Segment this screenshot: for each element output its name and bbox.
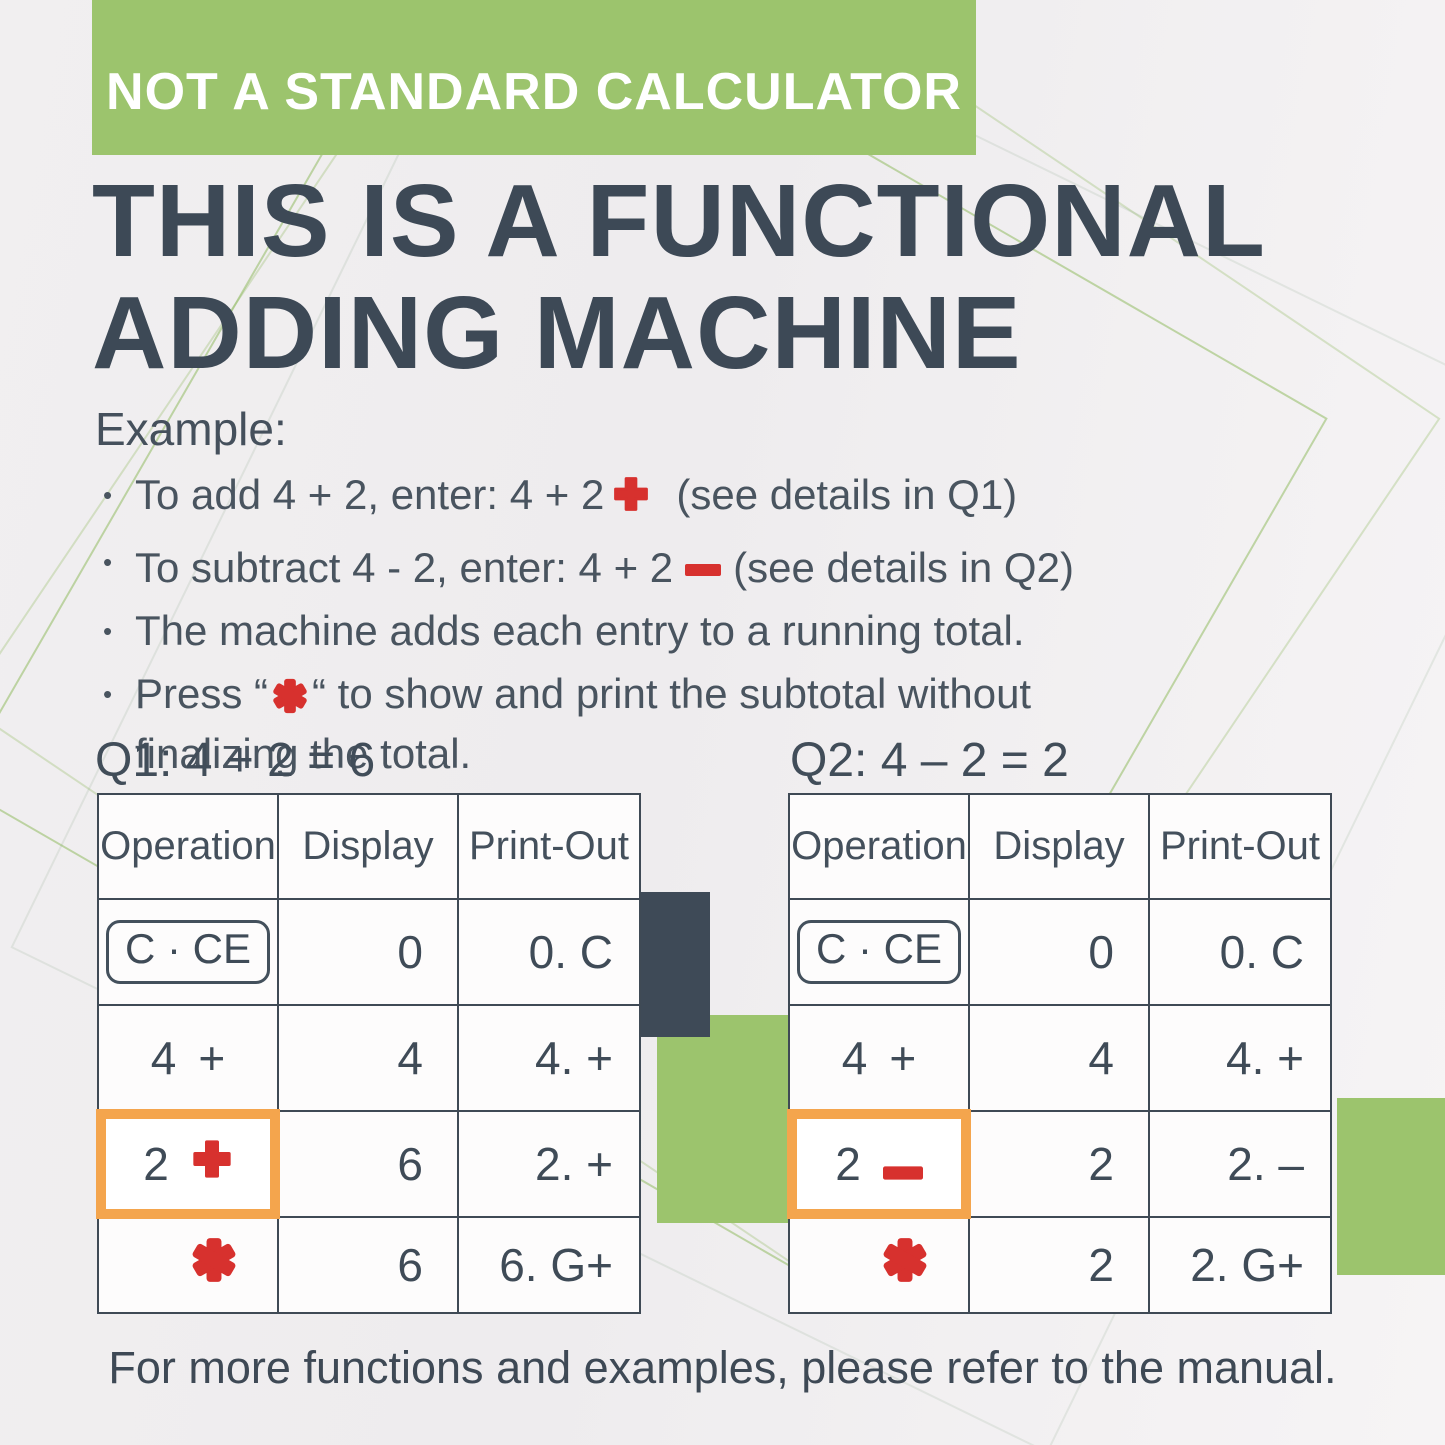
minus-icon <box>882 1137 923 1191</box>
operand: 4 <box>150 1032 177 1084</box>
plus-icon <box>191 1137 233 1191</box>
printout-cell: 4. + <box>459 1006 639 1112</box>
printout-cell: 2. – <box>1150 1112 1330 1218</box>
bullet-text: To add 4 + 2, enter: 4 + 2 <box>135 471 605 518</box>
operand: 4 <box>841 1032 868 1084</box>
printout-cell: 0. C <box>1150 900 1330 1006</box>
page-title: THIS IS A FUNCTIONAL ADDING MACHINE <box>92 165 1422 389</box>
column-header: Operation <box>790 795 970 900</box>
bullet-dot: • <box>103 616 113 646</box>
display-cell: 4 <box>970 1006 1150 1112</box>
display-cell: 0 <box>279 900 459 1006</box>
bullet-text: The machine adds each entry to a running… <box>135 607 1025 654</box>
operator: + <box>198 1032 226 1084</box>
display-cell: 2 <box>970 1112 1150 1218</box>
asterisk-icon <box>882 1237 928 1294</box>
operand: 2 <box>143 1138 169 1190</box>
column-header: Print-Out <box>459 795 639 900</box>
bullet-text: Press “ <box>135 670 269 717</box>
display-cell: 6 <box>279 1112 459 1218</box>
printout-cell: 2. + <box>459 1112 639 1218</box>
bullet-text: To subtract 4 - 2, enter: 4 + 2 <box>135 544 674 591</box>
q1-caption: Q1: 4 + 2 = 6 <box>95 734 376 787</box>
display-cell: 0 <box>970 900 1150 1006</box>
operation-cell-highlighted: 2 <box>787 1109 971 1219</box>
column-header: Print-Out <box>1150 795 1330 900</box>
operation-cell-highlighted: 2 <box>96 1109 280 1219</box>
printout-cell: 0. C <box>459 900 639 1006</box>
minus-icon <box>685 535 722 589</box>
list-item: • Press “ “ to show and print the subtota… <box>95 667 1395 781</box>
clear-key-label: C · CE <box>106 920 270 984</box>
plus-icon <box>612 472 650 526</box>
list-item: • To subtract 4 - 2, enter: 4 + 2 (see de… <box>95 535 1395 595</box>
display-cell: 6 <box>279 1218 459 1312</box>
bullet-dot: • <box>103 679 113 709</box>
page-title-line1: THIS IS A FUNCTIONAL <box>92 163 1266 278</box>
clear-key-label: C · CE <box>797 920 961 984</box>
operation-cell <box>790 1218 970 1312</box>
operation-cell: 4 + <box>99 1006 279 1112</box>
asterisk-icon <box>272 673 308 727</box>
bullet-text: (see details in Q2) <box>733 544 1074 591</box>
column-header: Display <box>279 795 459 900</box>
printout-cell: 6. G+ <box>499 1239 613 1291</box>
operation-cell: 4 + <box>790 1006 970 1112</box>
bullet-text: (see details in Q1) <box>676 471 1018 518</box>
bullet-dot: • <box>103 547 113 577</box>
top-banner: NOT A STANDARD CALCULATOR <box>92 0 976 155</box>
green-accent-block-right <box>1337 1098 1445 1275</box>
q2-table: Operation Display Print-Out C · CE 0 0. … <box>787 793 1332 1314</box>
column-header: Display <box>970 795 1150 900</box>
q1-table: Operation Display Print-Out C · CE 0 0. … <box>96 793 641 1314</box>
q2-caption: Q2: 4 – 2 = 2 <box>790 734 1069 787</box>
printout-cell: 4. + <box>1150 1006 1330 1112</box>
bullet-text: finalizing the total. <box>135 730 472 777</box>
display-cell: 4 <box>279 1006 459 1112</box>
green-accent-block-center <box>657 1015 788 1223</box>
bullet-dot: • <box>103 480 113 510</box>
list-item: • The machine adds each entry to a runni… <box>95 604 1395 658</box>
operation-cell: C · CE <box>790 900 970 1006</box>
banner-label: NOT A STANDARD CALCULATOR <box>106 62 962 121</box>
operation-cell: C · CE <box>99 900 279 1006</box>
operand: 2 <box>835 1138 861 1190</box>
bullet-text: “ to show and print the subtotal without <box>312 670 1032 717</box>
page-title-line2: ADDING MACHINE <box>92 275 1022 390</box>
printout-cell: 2. G+ <box>1190 1239 1304 1291</box>
column-header: Operation <box>99 795 279 900</box>
example-section: Example: • To add 4 + 2, enter: 4 + 2 (se… <box>95 402 1395 781</box>
operation-cell <box>99 1218 279 1312</box>
display-cell: 2 <box>970 1218 1150 1312</box>
footer-note: For more functions and examples, please … <box>108 1342 1337 1393</box>
dark-accent-block <box>635 892 710 1037</box>
example-title: Example: <box>95 403 287 455</box>
operator: + <box>889 1032 917 1084</box>
asterisk-icon <box>191 1237 237 1294</box>
list-item: • To add 4 + 2, enter: 4 + 2 (see details… <box>95 468 1395 526</box>
